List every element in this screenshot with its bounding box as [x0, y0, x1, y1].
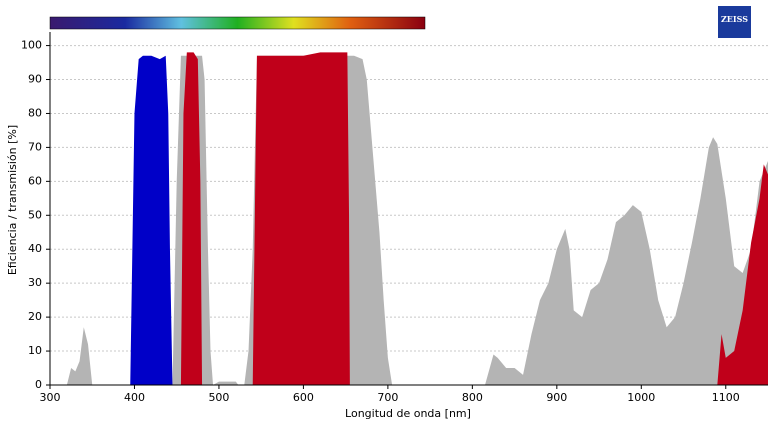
y-tick-label: 100 [21, 39, 42, 52]
area [180, 52, 768, 386]
x-tick-label: 500 [208, 391, 229, 404]
x-tick-label: 300 [40, 391, 61, 404]
area [66, 55, 768, 385]
area [130, 55, 173, 385]
y-tick-label: 70 [28, 140, 42, 153]
y-tick-label: 60 [28, 174, 42, 187]
y-tick-label: 0 [35, 378, 42, 391]
x-tick-label: 1100 [712, 391, 740, 404]
y-tick-label: 30 [28, 276, 42, 289]
logo-box [718, 6, 751, 38]
x-tick-label: 1000 [627, 391, 655, 404]
x-tick-label: 400 [124, 391, 145, 404]
y-tick-label: 90 [28, 73, 42, 86]
x-tick-label: 900 [546, 391, 567, 404]
y-tick-label: 20 [28, 310, 42, 323]
x-tick-label: 700 [377, 391, 398, 404]
x-tick-label: 800 [462, 391, 483, 404]
y-tick-label: 10 [28, 344, 42, 357]
y-tick-label: 40 [28, 242, 42, 255]
x-tick-label: 600 [293, 391, 314, 404]
logo: ZEISS [721, 14, 748, 24]
spectrum-bar [49, 16, 426, 30]
y-tick-label: 80 [28, 106, 42, 119]
y-tick-label: 50 [28, 208, 42, 221]
x-axis-label: Longitud de onda [nm] [345, 407, 471, 420]
y-axis-label: Eficiencia / transmisión [%] [6, 125, 19, 275]
